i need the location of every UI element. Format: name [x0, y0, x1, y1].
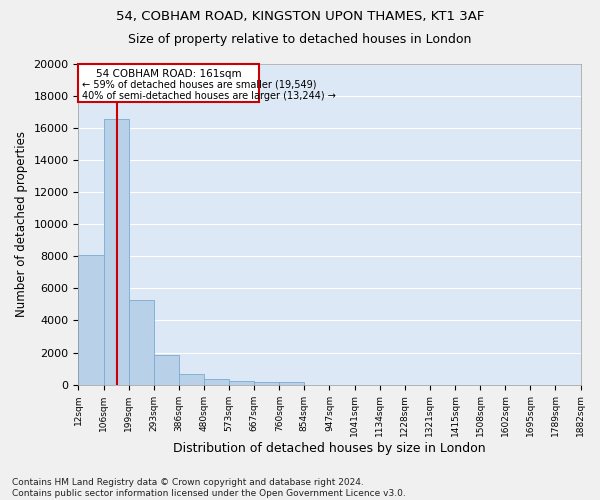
- Bar: [154, 355, 179, 384]
- Bar: [229, 380, 254, 384]
- Bar: [104, 118, 128, 384]
- Bar: [279, 382, 304, 384]
- Y-axis label: Number of detached properties: Number of detached properties: [15, 132, 28, 318]
- Text: 54 COBHAM ROAD: 161sqm: 54 COBHAM ROAD: 161sqm: [96, 69, 242, 79]
- Bar: [128, 300, 154, 384]
- X-axis label: Distribution of detached houses by size in London: Distribution of detached houses by size …: [173, 442, 486, 455]
- Bar: [79, 255, 104, 384]
- Text: Size of property relative to detached houses in London: Size of property relative to detached ho…: [128, 32, 472, 46]
- Bar: [254, 382, 279, 384]
- Bar: [79, 64, 259, 102]
- Text: ← 59% of detached houses are smaller (19,549): ← 59% of detached houses are smaller (19…: [82, 80, 317, 90]
- Text: Contains HM Land Registry data © Crown copyright and database right 2024.
Contai: Contains HM Land Registry data © Crown c…: [12, 478, 406, 498]
- Bar: [179, 374, 204, 384]
- Text: 54, COBHAM ROAD, KINGSTON UPON THAMES, KT1 3AF: 54, COBHAM ROAD, KINGSTON UPON THAMES, K…: [116, 10, 484, 23]
- Text: 40% of semi-detached houses are larger (13,244) →: 40% of semi-detached houses are larger (…: [82, 90, 336, 101]
- Bar: [204, 379, 229, 384]
